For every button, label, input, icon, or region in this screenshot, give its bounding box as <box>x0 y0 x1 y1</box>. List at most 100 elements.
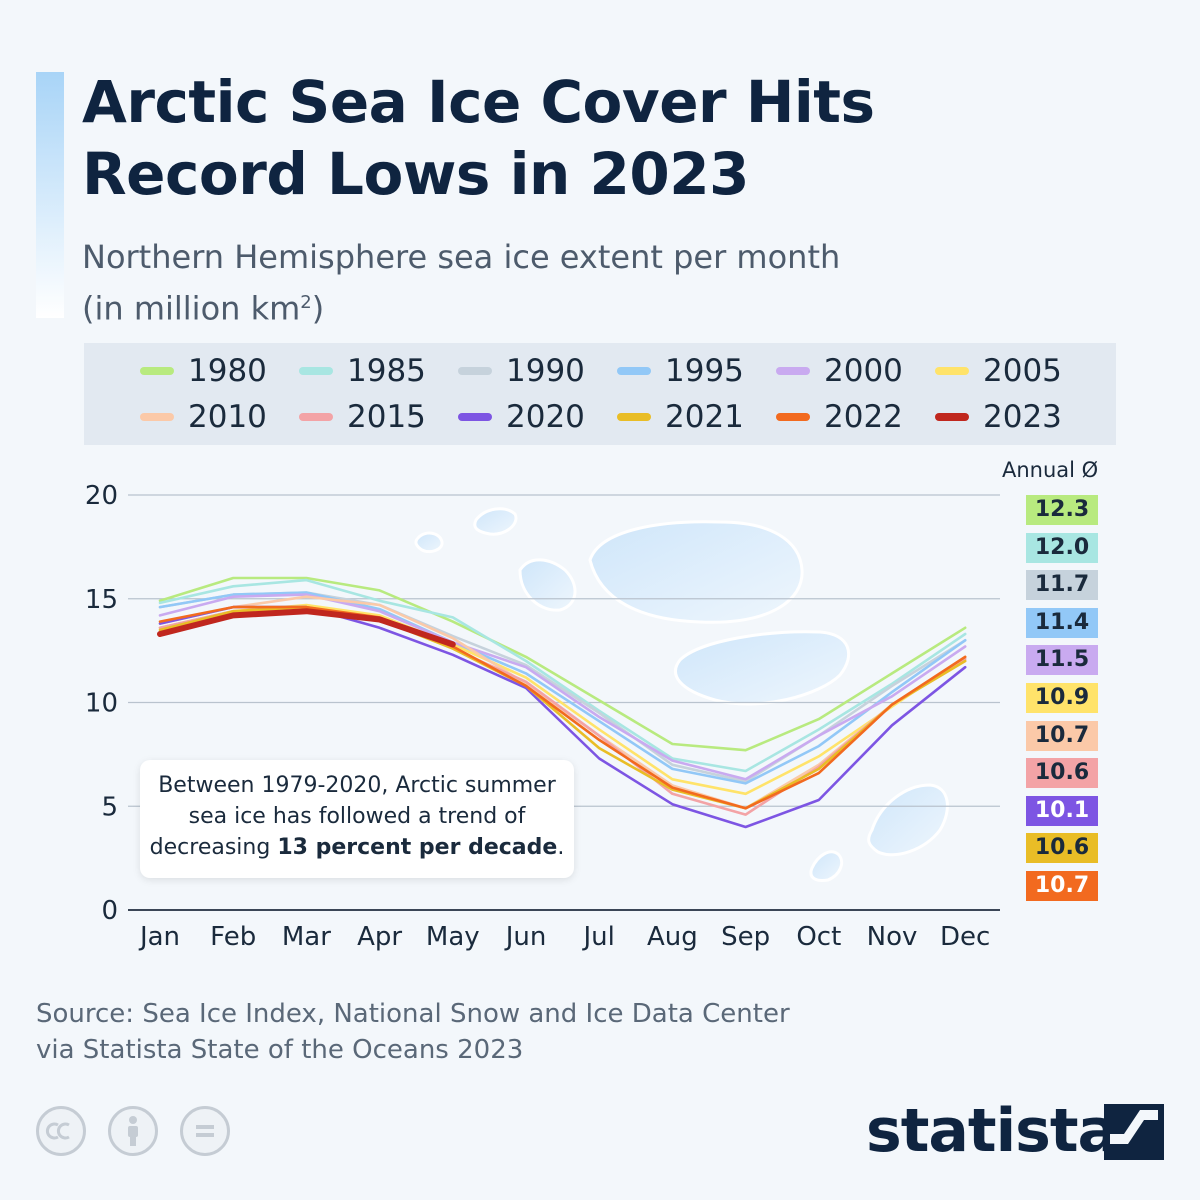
legend-swatch <box>299 413 333 421</box>
note-highlight: 13 percent per decade <box>277 835 558 860</box>
title-line-2: Record Lows in 2023 <box>82 140 749 208</box>
legend-label: 2020 <box>506 399 585 435</box>
legend-item-1985: 1985 <box>299 351 426 391</box>
legend-item-2000: 2000 <box>776 351 903 391</box>
series-line-2022 <box>158 605 967 810</box>
note-line-2: sea ice has followed a trend of <box>188 804 526 829</box>
y-tick-label: 0 <box>101 896 118 926</box>
nd-icon[interactable] <box>180 1106 230 1156</box>
legend-label: 2000 <box>824 353 903 389</box>
x-tick-label: Jan <box>138 922 180 952</box>
legend-swatch <box>935 413 969 421</box>
legend-item-2010: 2010 <box>140 397 267 437</box>
note-line-1: Between 1979-2020, Arctic summer <box>158 773 556 798</box>
legend-label: 2005 <box>983 353 1062 389</box>
x-tick-label: May <box>426 922 480 952</box>
legend-swatch <box>617 413 651 421</box>
x-tick-label: Feb <box>210 922 256 952</box>
legend-swatch <box>776 367 810 375</box>
page-title: Arctic Sea Ice Cover Hits Record Lows in… <box>82 66 1162 210</box>
x-tick-label: Mar <box>282 922 331 952</box>
legend-label: 1990 <box>506 353 585 389</box>
legend-item-2005: 2005 <box>935 351 1062 391</box>
source-note: Source: Sea Ice Index, National Snow and… <box>36 996 936 1068</box>
y-tick-label: 15 <box>85 585 118 615</box>
annual-average-1980: 12.3 <box>1026 495 1098 525</box>
y-tick-label: 5 <box>101 792 118 822</box>
legend-label: 2023 <box>983 399 1062 435</box>
legend-swatch <box>299 367 333 375</box>
ice-floe-shape <box>414 531 444 554</box>
statista-logo-icon <box>1104 1104 1164 1160</box>
note-line-3-prefix: decreasing <box>149 835 278 860</box>
legend-label: 1980 <box>188 353 267 389</box>
ice-floe-decor <box>414 507 949 882</box>
legend-label: 2010 <box>188 399 267 435</box>
legend-swatch <box>935 367 969 375</box>
x-tick-label: Jul <box>582 922 615 952</box>
legend-label: 2022 <box>824 399 903 435</box>
ice-floe-shape <box>809 850 844 882</box>
x-tick-label: Nov <box>867 922 918 952</box>
ice-floe-shape <box>588 520 804 624</box>
legend-item-2022: 2022 <box>776 397 903 437</box>
statista-wordmark: statista <box>866 1096 1118 1166</box>
annual-average-2010: 10.7 <box>1026 720 1098 751</box>
by-icon[interactable] <box>108 1106 158 1156</box>
subtitle-line-2-prefix: (in million km <box>82 289 301 328</box>
x-tick-label: Jun <box>504 922 547 952</box>
annual-average-2022: 10.7 <box>1026 871 1098 901</box>
annual-average-1990: 11.7 <box>1026 570 1098 601</box>
note-line-3: decreasing 13 percent per decade. <box>140 832 574 863</box>
trend-note: Between 1979-2020, Arctic summer sea ice… <box>140 760 574 878</box>
annual-average-title: Annual Ø <box>1002 458 1099 482</box>
annual-average-1985: 12.0 <box>1026 532 1098 563</box>
legend-item-1995: 1995 <box>617 351 744 391</box>
series-line-1995 <box>158 591 967 785</box>
line-chart: 0 5 10 15 20 Jan Feb Mar Apr May Jun Jul Aug Sep Oct No… <box>85 481 1000 952</box>
legend-item-2015: 2015 <box>299 397 426 437</box>
legend-swatch <box>140 367 174 375</box>
y-tick-label: 10 <box>85 689 118 719</box>
series-line-1980 <box>158 576 967 752</box>
x-tick-label: Oct <box>796 922 841 952</box>
y-tick-label: 20 <box>85 481 118 511</box>
legend-label: 2015 <box>347 399 426 435</box>
x-tick-label: Apr <box>357 922 402 952</box>
note-line-3-suffix: . <box>557 835 565 860</box>
legend-item-1990: 1990 <box>458 351 585 391</box>
annual-average-2020: 10.1 <box>1026 795 1098 826</box>
series-line-1985 <box>158 578 967 773</box>
chart-subtitle: Northern Hemisphere sea ice extent per m… <box>82 234 1132 332</box>
legend-swatch <box>776 413 810 421</box>
subtitle-line-2-suffix: ) <box>311 289 325 328</box>
legend-item-2023: 2023 <box>935 397 1062 437</box>
series-line-2000 <box>158 593 967 781</box>
legend-item-1980: 1980 <box>140 351 267 391</box>
legend-item-2020: 2020 <box>458 397 585 437</box>
x-tick-label: Aug <box>647 922 698 952</box>
legend-swatch <box>617 367 651 375</box>
source-line-2: via Statista State of the Oceans 2023 <box>36 1035 524 1065</box>
annual-average-2005: 10.9 <box>1026 683 1098 713</box>
legend-swatch <box>458 367 492 375</box>
annual-average-1995: 11.4 <box>1026 607 1098 638</box>
annual-average-2000: 11.5 <box>1026 645 1098 676</box>
cc-icon[interactable] <box>36 1106 86 1156</box>
title-line-1: Arctic Sea Ice Cover Hits <box>82 68 875 136</box>
subtitle-line-2: (in million km2) <box>82 280 1132 332</box>
x-tick-label: Dec <box>940 922 990 952</box>
chart-legend: 1980 1985 1990 1995 2000 2005 2010 2015 2020 2021… <box>84 343 1116 445</box>
x-tick-label: Sep <box>721 922 770 952</box>
ice-floe-shape <box>518 558 577 612</box>
source-line-1: Source: Sea Ice Index, National Snow and… <box>36 999 790 1029</box>
ice-floe-shape <box>674 630 851 706</box>
annual-average-2015: 10.6 <box>1026 758 1098 789</box>
legend-swatch <box>140 413 174 421</box>
ice-floe-shape <box>867 783 949 857</box>
legend-swatch <box>458 413 492 421</box>
subtitle-line-1: Northern Hemisphere sea ice extent per m… <box>82 238 841 276</box>
legend-label: 1995 <box>665 353 744 389</box>
chart-series <box>157 576 967 829</box>
chart-grid: 0 5 10 15 20 Jan Feb Mar Apr May Jun Jul Aug Sep Oct No… <box>85 481 1000 952</box>
